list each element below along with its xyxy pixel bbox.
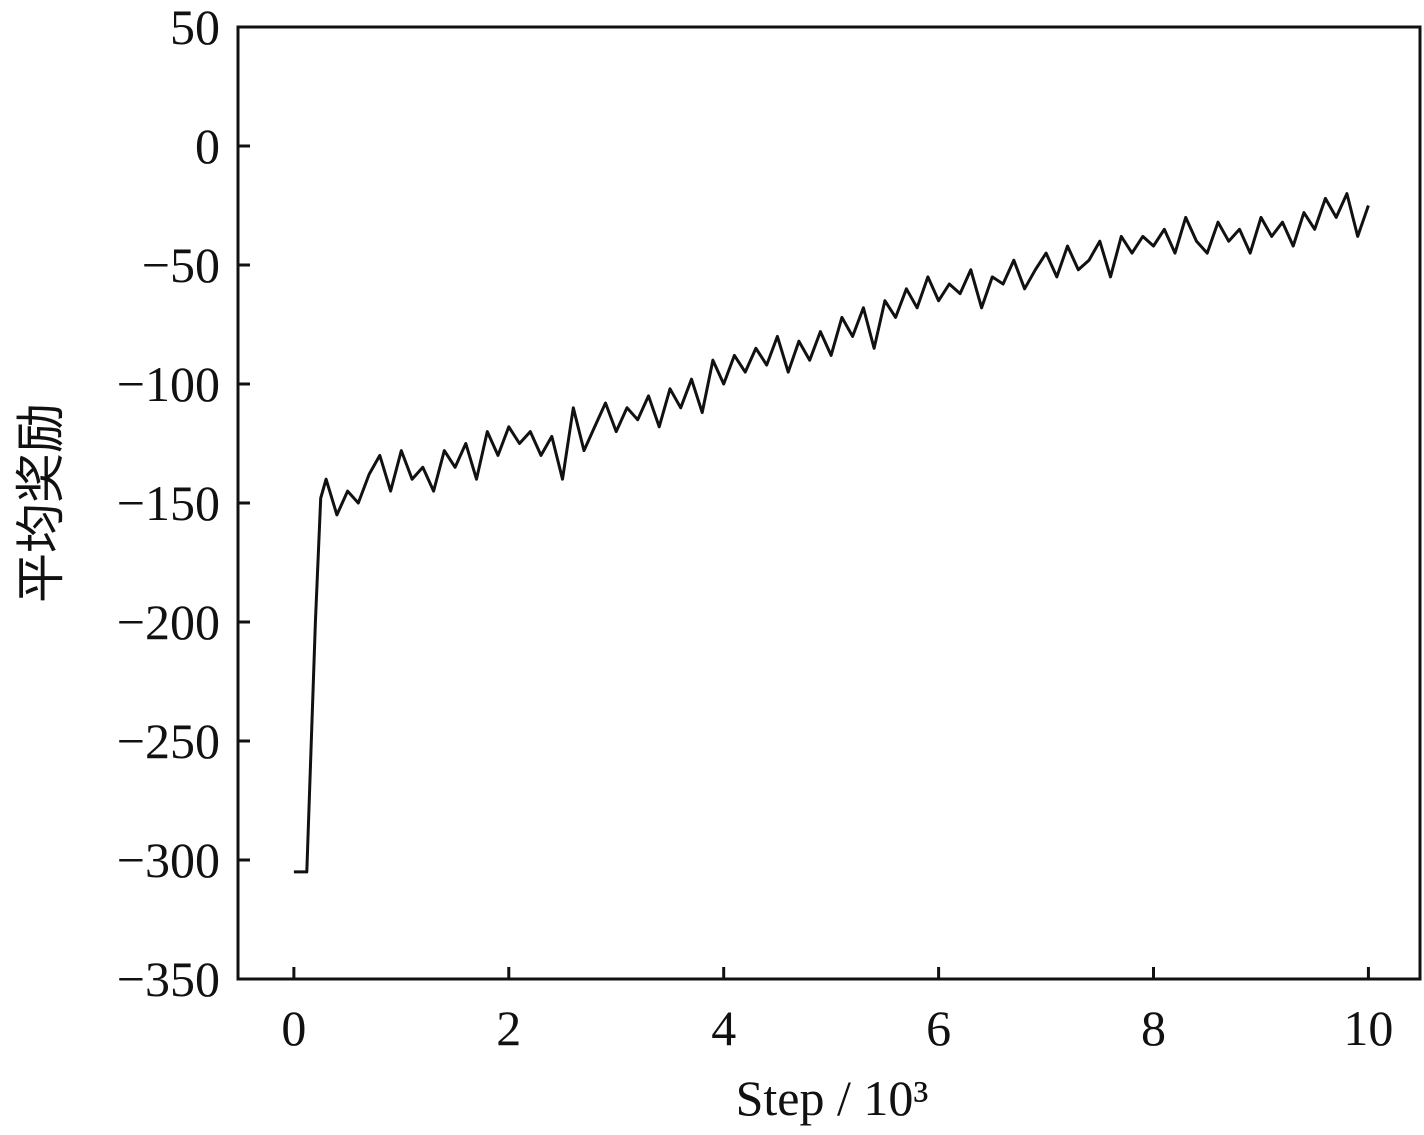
x-tick-label: 4 xyxy=(711,1000,736,1056)
y-tick-label: −200 xyxy=(117,594,220,650)
y-tick-label: −250 xyxy=(117,713,220,769)
y-tick-label: −150 xyxy=(117,475,220,531)
x-tick-label: 6 xyxy=(926,1000,951,1056)
y-axis-label: 平均奖励 xyxy=(13,403,69,603)
y-tick-label: −50 xyxy=(142,237,220,293)
x-tick-label: 8 xyxy=(1141,1000,1166,1056)
plot-frame xyxy=(236,25,1422,981)
y-tick-label: −100 xyxy=(117,356,220,412)
x-tick-label: 0 xyxy=(281,1000,306,1056)
y-tick-label: −350 xyxy=(117,951,220,1007)
data-line xyxy=(293,192,1370,874)
x-axis-label: Step / 10³ xyxy=(736,1070,929,1126)
y-tick-label: 50 xyxy=(170,0,220,55)
x-tick-label: 2 xyxy=(496,1000,521,1056)
y-tick-label: 0 xyxy=(195,118,220,174)
y-tick-label: −300 xyxy=(117,832,220,888)
x-tick-label: 10 xyxy=(1343,1000,1393,1056)
